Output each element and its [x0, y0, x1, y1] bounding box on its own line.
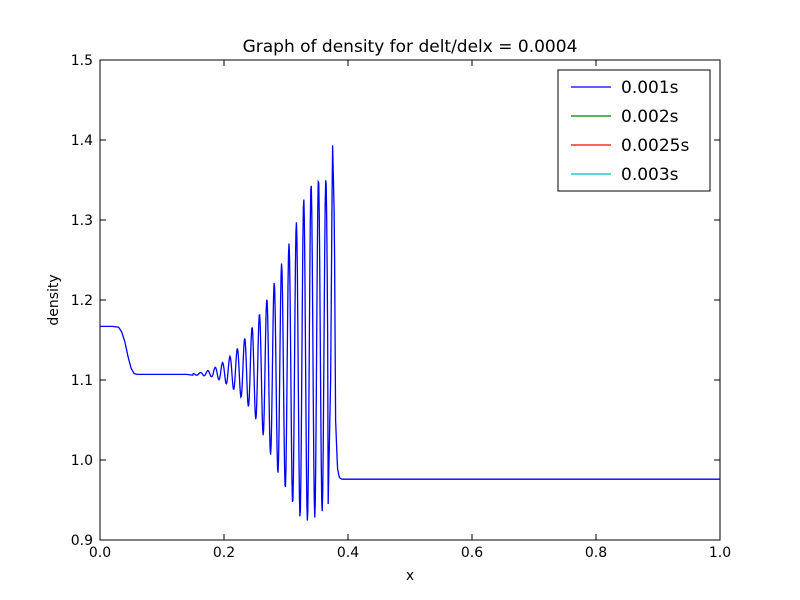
y-tick-label: 0.9: [71, 533, 93, 549]
series-line-0.001s: [100, 145, 720, 521]
legend-box: [557, 69, 711, 192]
x-tick-label: 0.6: [461, 545, 483, 561]
legend-label: 0.003s: [621, 165, 679, 185]
y-tick-label: 1.1: [71, 373, 93, 389]
x-tick-label: 0.8: [585, 545, 607, 561]
legend: 0.001s 0.002s 0.0025s 0.003s: [557, 69, 711, 192]
y-tick-label: 1.3: [71, 213, 93, 229]
x-tick-label: 0.0: [89, 545, 111, 561]
y-tick-label: 1.0: [71, 453, 93, 469]
legend-label: 0.002s: [621, 107, 679, 127]
y-tick-label: 1.2: [71, 293, 93, 309]
x-tick-label: 0.2: [213, 545, 235, 561]
y-axis-label: density: [46, 274, 62, 325]
legend-label: 0.001s: [621, 78, 679, 98]
x-tick-label: 0.4: [337, 545, 359, 561]
y-tick-label: 1.5: [71, 53, 93, 69]
x-tick-label: 1.0: [709, 545, 731, 561]
x-axis-label: x: [406, 568, 414, 584]
plot-area: 0.0 0.2 0.4 0.6 0.8 1.0 0.9 1.0 1.1 1.2 1.3 1.4 1.5: [71, 53, 731, 561]
legend-label: 0.0025s: [621, 136, 689, 156]
chart-title: Graph of density for delt/delx = 0.0004: [243, 37, 578, 57]
y-tick-label: 1.4: [71, 133, 93, 149]
